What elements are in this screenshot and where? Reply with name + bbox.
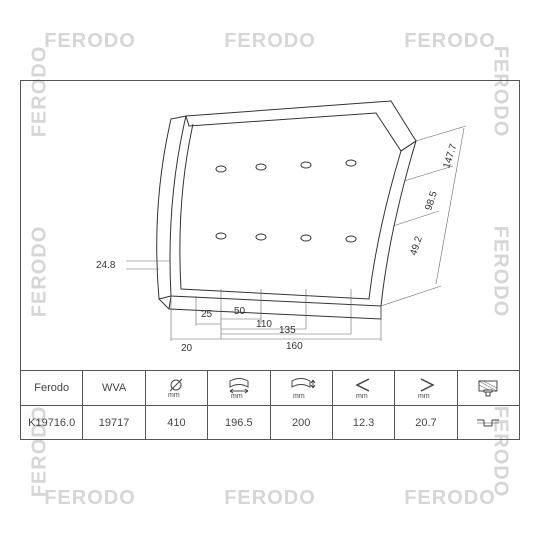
watermark-bottom: FERODOFERODOFERODO <box>0 487 540 510</box>
value-width: 196.5 <box>208 406 270 440</box>
spec-table: Ferodo WVA mm mm mm mm mm K19716.0 1971 <box>21 371 519 440</box>
dim-110: 110 <box>256 319 272 330</box>
header-diameter-icon: mm <box>146 371 208 405</box>
value-gt: 20.7 <box>395 406 457 440</box>
dim-20: 20 <box>181 343 193 354</box>
svg-text:mm: mm <box>356 393 368 399</box>
svg-text:mm: mm <box>293 393 305 399</box>
header-height-icon: mm <box>271 371 333 405</box>
value-lt: 12.3 <box>333 406 395 440</box>
header-lt-icon: mm <box>333 371 395 405</box>
dim-49-2: 49.2 <box>408 235 425 257</box>
dim-25: 25 <box>201 309 213 320</box>
dim-135: 135 <box>279 325 296 336</box>
value-ferodo: K19716.0 <box>21 406 83 440</box>
dim-160: 160 <box>286 341 303 352</box>
header-wva: WVA <box>83 371 145 405</box>
technical-frame: 24.8 20 25 50 110 135 160 49.2 98.5 147.… <box>20 80 520 440</box>
dim-24-8: 24.8 <box>96 260 116 271</box>
spec-value-row: K19716.0 19717 410 196.5 200 12.3 20.7 <box>21 406 519 440</box>
spec-header-row: Ferodo WVA mm mm mm mm mm <box>21 371 519 406</box>
svg-text:mm: mm <box>231 393 243 399</box>
svg-text:mm: mm <box>418 393 430 399</box>
value-height: 200 <box>271 406 333 440</box>
header-gt-icon: mm <box>395 371 457 405</box>
header-rivet-icon <box>458 371 519 405</box>
svg-text:mm: mm <box>168 392 180 399</box>
header-width-icon: mm <box>208 371 270 405</box>
dim-98-5: 98.5 <box>423 190 440 212</box>
technical-drawing: 24.8 20 25 50 110 135 160 49.2 98.5 147.… <box>21 81 519 371</box>
value-diameter: 410 <box>146 406 208 440</box>
watermark-top: FERODOFERODOFERODO <box>0 30 540 53</box>
dim-50: 50 <box>234 306 246 317</box>
value-wva: 19717 <box>83 406 145 440</box>
value-profile-icon <box>458 406 519 440</box>
header-ferodo: Ferodo <box>21 371 83 405</box>
